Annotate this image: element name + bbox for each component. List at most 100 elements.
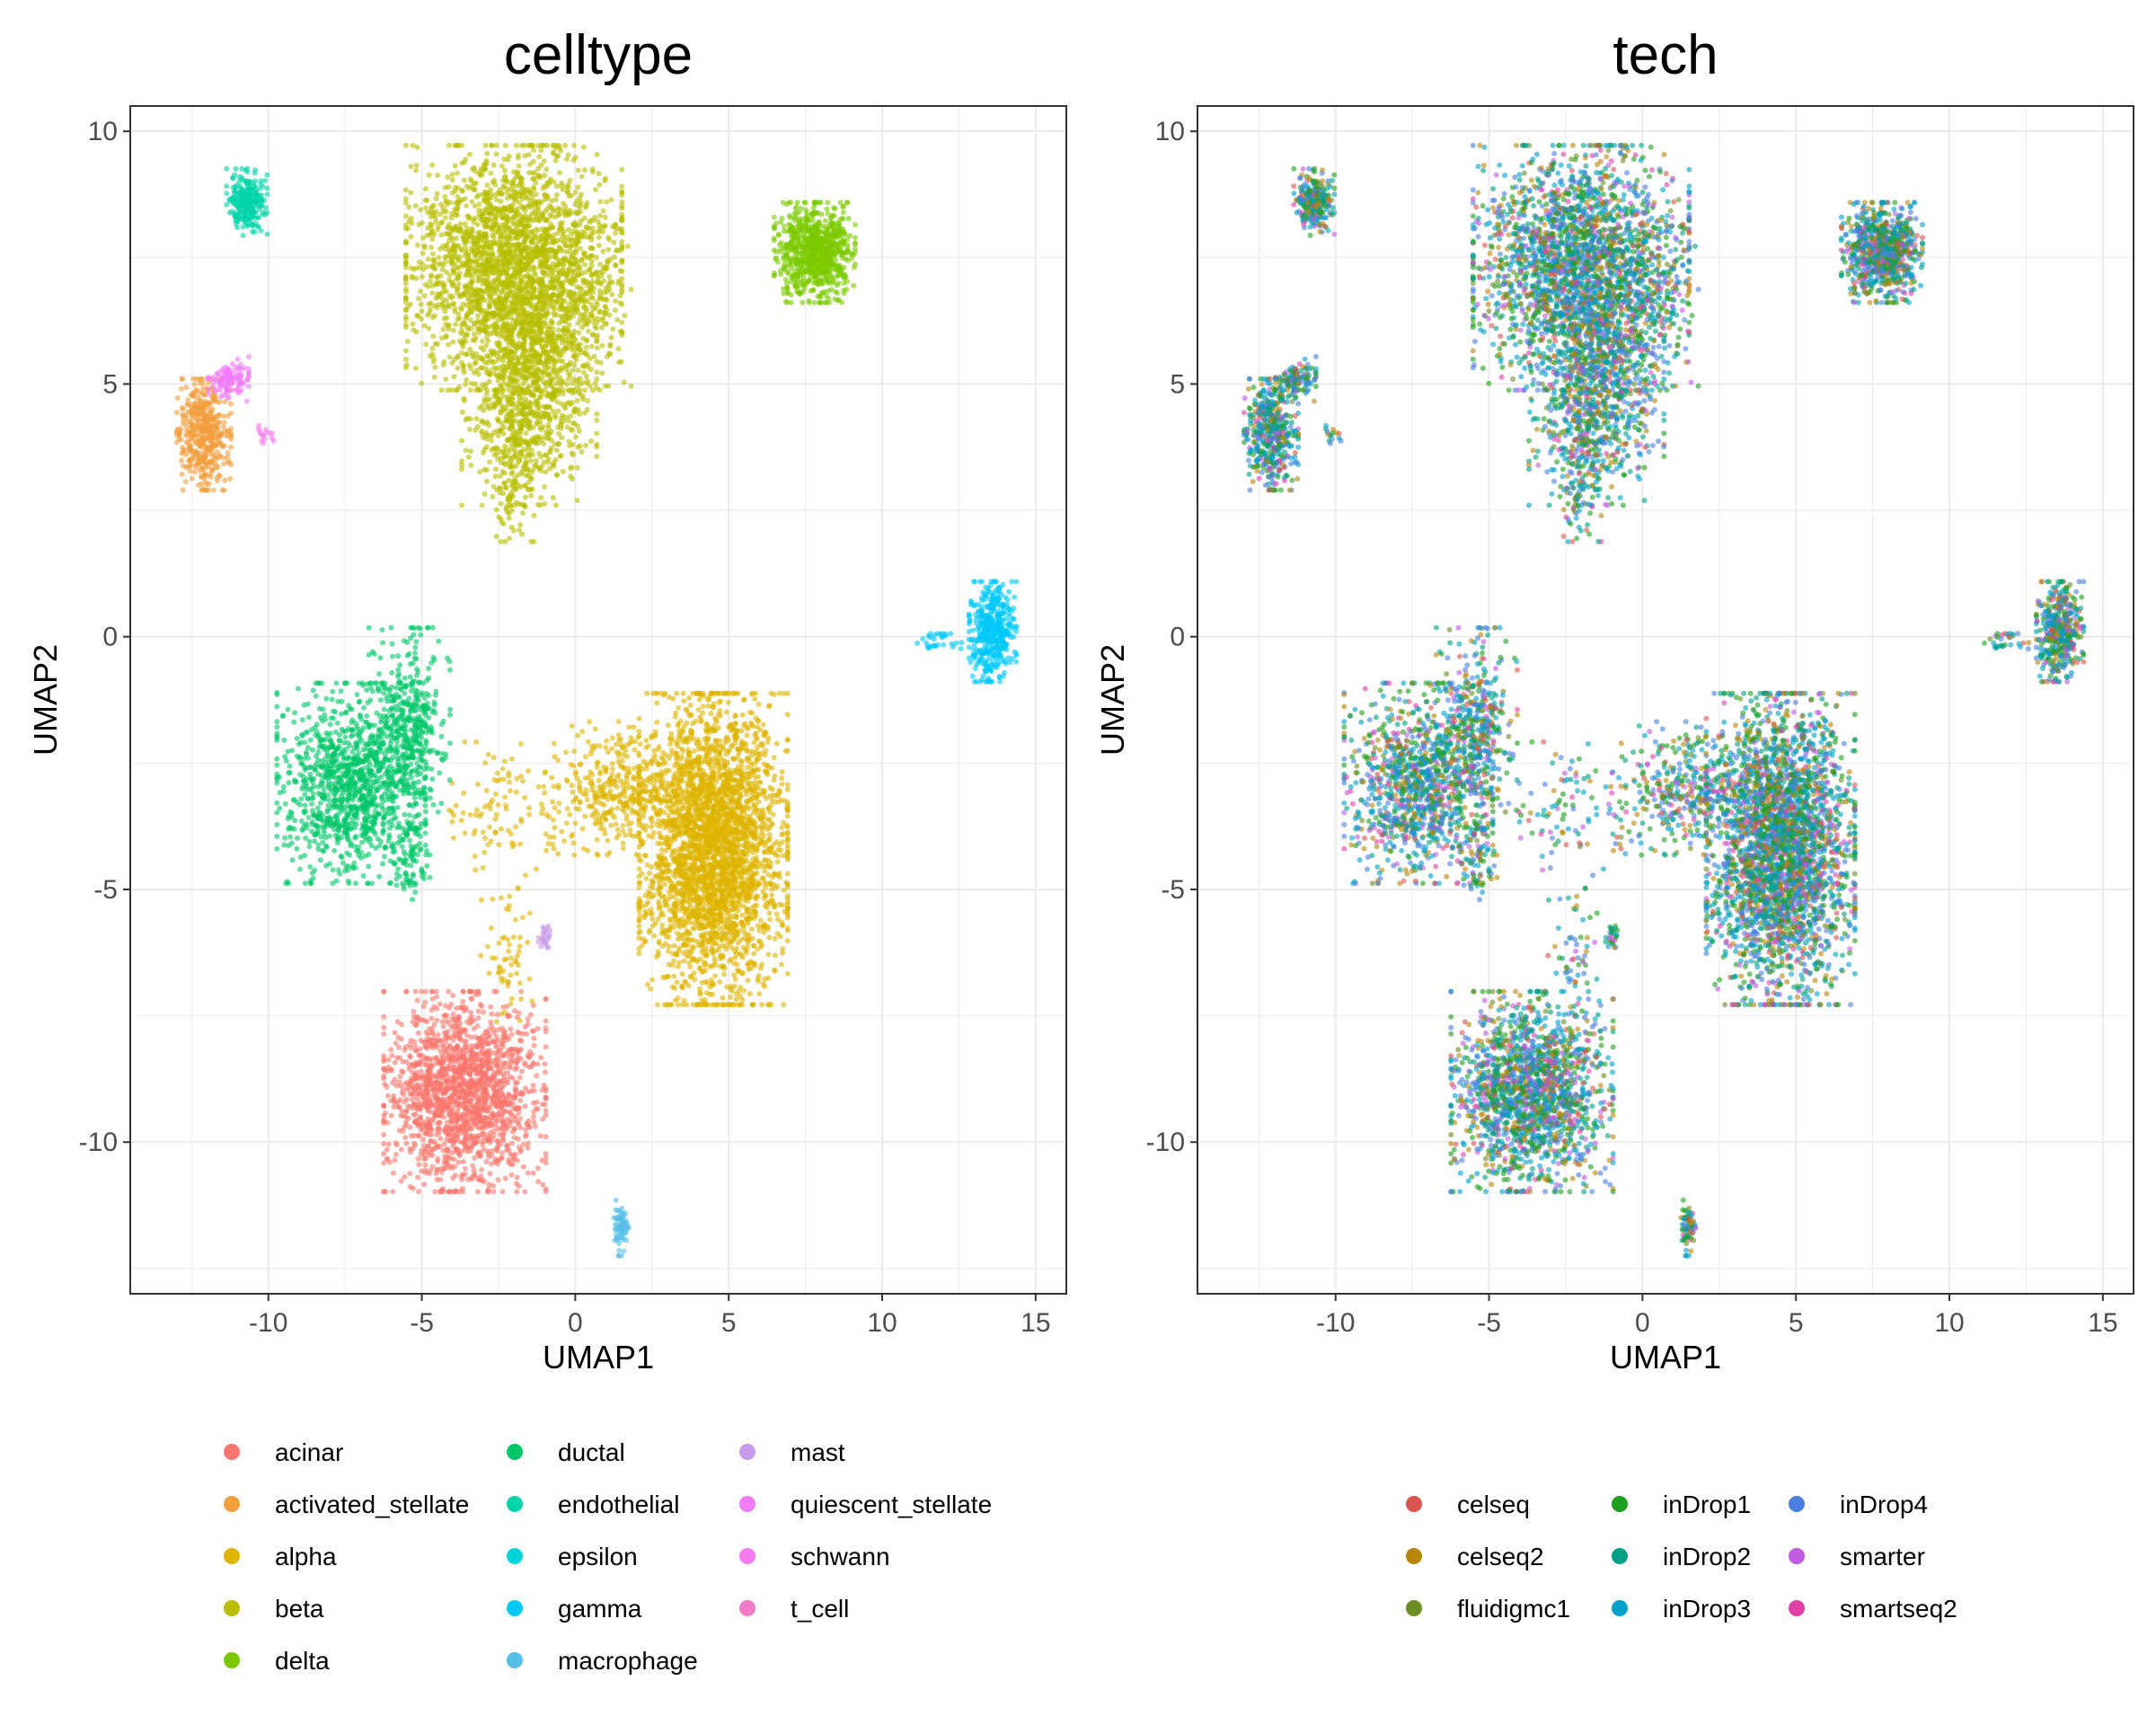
scatter-point bbox=[484, 437, 490, 442]
scatter-point bbox=[569, 333, 574, 339]
scatter-point bbox=[489, 447, 494, 453]
scatter-point bbox=[490, 233, 495, 238]
scatter-point bbox=[443, 334, 448, 340]
scatter-point bbox=[480, 192, 485, 198]
scatter-point bbox=[549, 318, 554, 323]
scatter-point bbox=[554, 192, 560, 198]
scatter-point bbox=[519, 532, 525, 537]
scatter-point bbox=[461, 321, 466, 326]
scatter-point bbox=[506, 157, 511, 163]
scatter-point bbox=[447, 355, 453, 360]
scatter-point bbox=[469, 279, 474, 285]
scatter-point bbox=[594, 358, 599, 364]
scatter-point bbox=[575, 498, 580, 503]
scatter-point bbox=[480, 208, 485, 214]
scatter-point bbox=[590, 279, 596, 284]
scatter-point bbox=[560, 378, 565, 384]
scatter-point bbox=[596, 227, 602, 233]
panel-title-celltype: celltype bbox=[504, 24, 693, 86]
scatter-point bbox=[577, 239, 582, 244]
scatter-point bbox=[619, 216, 624, 221]
scatter-point bbox=[414, 329, 420, 334]
scatter-point bbox=[576, 445, 581, 450]
scatter-point bbox=[423, 186, 429, 191]
scatter-point bbox=[409, 221, 414, 226]
scatter-point bbox=[582, 262, 588, 268]
scatter-point bbox=[410, 275, 415, 280]
scatter-point bbox=[503, 297, 508, 303]
scatter-point bbox=[523, 378, 528, 384]
scatter-point bbox=[531, 264, 536, 270]
scatter-point bbox=[483, 143, 489, 148]
scatter-point bbox=[441, 288, 446, 294]
scatter-point bbox=[494, 197, 499, 202]
scatter-point bbox=[559, 415, 564, 420]
scatter-point bbox=[509, 395, 515, 401]
scatter-point bbox=[482, 231, 487, 236]
scatter-point bbox=[518, 425, 524, 430]
scatter-point bbox=[538, 495, 543, 500]
scatter-point bbox=[522, 295, 527, 300]
scatter-point bbox=[532, 463, 537, 468]
scatter-point bbox=[517, 372, 522, 377]
scatter-point bbox=[619, 246, 624, 252]
scatter-point bbox=[619, 206, 624, 211]
scatter-point bbox=[579, 258, 584, 263]
scatter-point bbox=[514, 464, 519, 469]
scatter-point bbox=[501, 481, 507, 486]
scatter-point bbox=[446, 143, 452, 148]
scatter-point bbox=[497, 304, 502, 309]
scatter-point bbox=[521, 266, 526, 271]
scatter-point bbox=[558, 422, 563, 428]
scatter-point bbox=[597, 182, 603, 188]
scatter-point bbox=[590, 296, 596, 301]
scatter-point bbox=[507, 241, 512, 246]
scatter-point bbox=[450, 190, 455, 196]
scatter-point bbox=[573, 247, 579, 252]
scatter-point bbox=[467, 306, 473, 312]
scatter-point bbox=[467, 347, 473, 352]
scatter-point bbox=[619, 320, 624, 325]
scatter-point bbox=[490, 494, 496, 500]
scatter-point bbox=[539, 427, 544, 432]
scatter-point bbox=[507, 412, 512, 418]
scatter-point bbox=[494, 255, 499, 261]
scatter-point bbox=[573, 260, 579, 265]
scatter-point bbox=[450, 177, 455, 182]
scatter-point bbox=[505, 267, 510, 272]
scatter-point bbox=[575, 284, 580, 289]
scatter-point bbox=[571, 348, 577, 353]
scatter-point bbox=[420, 251, 426, 256]
scatter-point bbox=[536, 327, 542, 332]
scatter-point bbox=[506, 382, 511, 387]
scatter-point bbox=[450, 257, 455, 262]
scatter-point bbox=[552, 350, 557, 356]
scatter-point bbox=[680, 971, 685, 977]
scatter-point bbox=[785, 971, 791, 977]
scatter-point bbox=[538, 454, 543, 459]
scatter-point bbox=[505, 502, 510, 508]
scatter-point bbox=[554, 293, 560, 298]
scatter-point bbox=[534, 349, 539, 355]
scatter-point bbox=[518, 176, 524, 181]
scatter-point bbox=[446, 342, 451, 348]
scatter-point bbox=[785, 830, 791, 836]
scatter-point bbox=[541, 459, 546, 464]
scatter-point bbox=[539, 369, 544, 375]
scatter-point bbox=[545, 354, 551, 359]
scatter-point bbox=[475, 291, 481, 296]
scatter-point bbox=[568, 465, 573, 471]
scatter-point bbox=[493, 473, 499, 479]
scatter-point bbox=[492, 241, 498, 246]
scatter-point bbox=[455, 387, 460, 393]
scatter-point bbox=[479, 235, 484, 241]
scatter-point bbox=[403, 317, 409, 323]
scatter-point bbox=[456, 143, 462, 148]
scatter-point bbox=[435, 274, 440, 279]
scatter-point bbox=[459, 466, 464, 472]
scatter-point bbox=[573, 434, 579, 439]
scatter-point bbox=[511, 528, 517, 534]
scatter-point bbox=[461, 261, 466, 266]
scatter-point bbox=[736, 907, 741, 913]
scatter-point bbox=[570, 254, 575, 260]
